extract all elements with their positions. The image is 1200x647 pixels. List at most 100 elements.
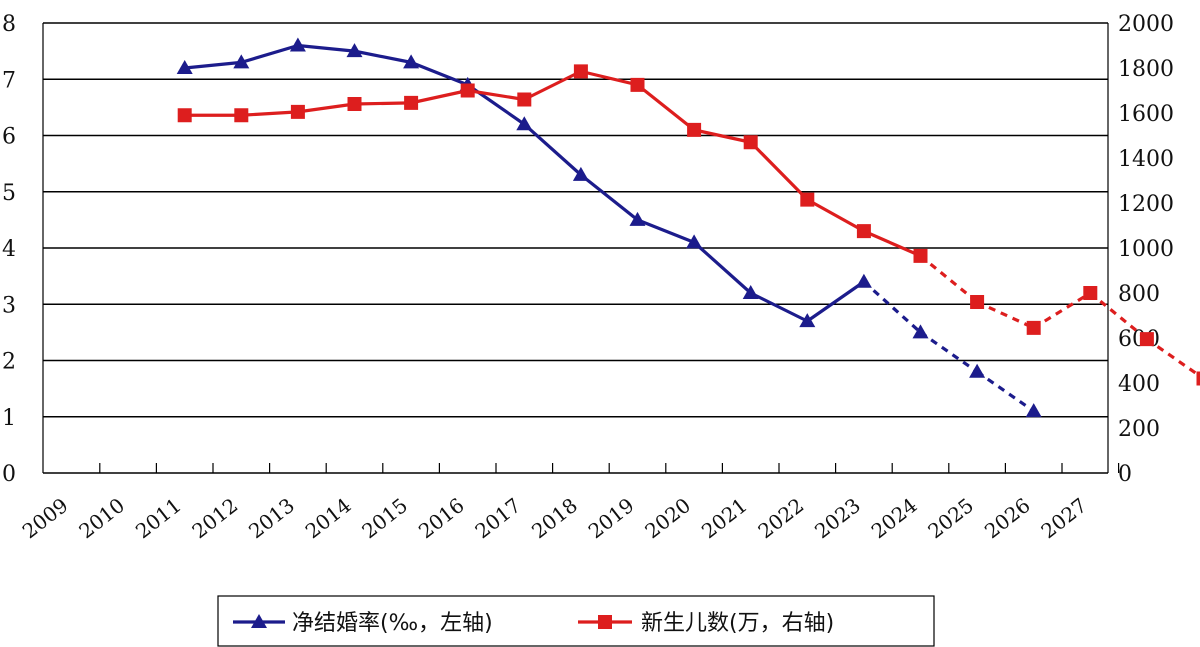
x-axis-tick-label: 2011	[131, 493, 186, 543]
square-marker	[573, 64, 588, 79]
legend-item-marriage-rate: 净结婚率(‰，左轴)	[233, 611, 493, 636]
triangle-marker	[176, 60, 193, 74]
x-axis-tick-label: 2017	[470, 493, 525, 543]
x-axis-tick-label: 2015	[357, 493, 412, 543]
triangle-marker	[572, 166, 589, 181]
square-marker	[460, 83, 475, 98]
x-axis-tick-label: 2009	[18, 493, 73, 543]
x-axis-tick-label: 2023	[810, 493, 865, 543]
x-axis-tick-label: 2027	[1036, 493, 1091, 543]
series-line-segment	[636, 83, 696, 132]
right-axis-tick-label: 2000	[1118, 12, 1174, 37]
legend: 净结婚率(‰，左轴) 新生儿数(万，右轴)	[217, 595, 935, 647]
triangle-marker	[799, 313, 816, 328]
axes	[42, 23, 1109, 474]
triangle-marker	[251, 614, 267, 628]
x-axis-tick-label: 2010	[74, 493, 129, 543]
series-line-segment	[919, 254, 979, 304]
square-marker	[347, 97, 362, 111]
square-marker	[1196, 371, 1200, 386]
triangle-marker	[742, 285, 759, 299]
series-marriage-rate	[176, 37, 1042, 418]
triangle-marker	[403, 54, 420, 69]
series-line-segment	[240, 43, 299, 64]
series-line-segment	[184, 60, 242, 70]
triangle-marker	[289, 37, 306, 52]
square-marker	[1139, 332, 1154, 347]
x-axis-tick-label: 2019	[584, 493, 639, 543]
series-line-segment	[354, 101, 412, 106]
legend-box	[217, 595, 935, 647]
triangle-marker	[912, 324, 929, 339]
right-axis-tick-label: 200	[1118, 417, 1160, 442]
left-axis-tick-label: 3	[2, 293, 16, 318]
series-line-segment	[523, 69, 582, 101]
square-marker	[234, 108, 249, 123]
left-axis-tick-label: 1	[2, 406, 16, 431]
left-axis-tick-label: 0	[2, 462, 16, 487]
square-marker	[598, 615, 612, 629]
x-axis-tick-label: 2022	[753, 493, 808, 543]
left-axis-tick-label: 8	[2, 12, 16, 37]
square-marker	[913, 248, 928, 263]
square-marker	[1083, 286, 1098, 300]
right-axis-tick-label: 1800	[1118, 57, 1174, 82]
series-line-segment	[976, 370, 1035, 413]
series-line-segment	[467, 88, 525, 102]
series-line-segment	[579, 173, 639, 222]
legend-label: 新生儿数(万，右轴)	[641, 611, 834, 636]
square-marker	[517, 92, 532, 107]
series-line-segment	[749, 291, 809, 323]
x-axis-tick-label: 2026	[980, 493, 1035, 543]
series-line-segment	[580, 69, 638, 87]
square-marker	[404, 95, 419, 110]
square-marker	[1026, 320, 1041, 335]
series-line-segment	[862, 280, 922, 334]
series-line-segment	[863, 229, 922, 258]
series-layer	[176, 37, 1200, 418]
triangle-marker	[969, 363, 986, 378]
triangle-marker	[686, 234, 703, 249]
series-line-segment	[636, 218, 695, 244]
series-line-segment	[297, 43, 355, 53]
x-axis-ticks: 2009 2010 2011 2012 2013 2014 2015 2016 2017 2018…	[18, 463, 1120, 543]
series-line-segment	[354, 49, 412, 64]
triangle-marker	[629, 211, 646, 226]
right-axis-tick-label: 1200	[1118, 192, 1174, 217]
x-axis-tick-label: 2012	[187, 493, 242, 543]
x-axis-tick-label: 2013	[244, 493, 299, 543]
series-line-segment	[806, 280, 865, 323]
legend-label: 净结婚率(‰，左轴)	[292, 611, 493, 636]
right-axis-tick-label: 0	[1118, 462, 1132, 487]
series-line-segment	[1145, 337, 1200, 379]
triangle-marker	[233, 54, 250, 69]
x-axis-tick-label: 2025	[923, 493, 978, 543]
triangle-marker	[1025, 403, 1042, 418]
square-marker	[856, 224, 871, 239]
x-axis-tick-label: 2020	[640, 493, 695, 543]
triangle-marker	[855, 273, 872, 288]
x-axis-tick-label: 2016	[414, 493, 469, 543]
square-marker	[970, 295, 985, 309]
square-marker	[743, 135, 758, 150]
legend-item-newborns: 新生儿数(万，右轴)	[578, 611, 834, 636]
right-axis-tick-label: 1000	[1118, 237, 1174, 262]
x-axis-tick-label: 2024	[867, 493, 922, 543]
series-line-segment	[297, 102, 355, 114]
square-marker	[290, 104, 305, 119]
left-axis-tick-label: 5	[2, 181, 16, 206]
series-line-segment	[241, 110, 298, 117]
triangle-marker	[346, 43, 363, 58]
series-line-segment	[806, 198, 865, 233]
series-line-segment	[410, 60, 469, 87]
left-axis-tick-label: 6	[2, 125, 16, 150]
series-line-segment	[919, 331, 979, 374]
left-axis-tick-label: 2	[2, 350, 16, 375]
series-line-segment	[976, 300, 1035, 330]
x-axis-tick-label: 2018	[527, 493, 582, 543]
gridlines	[43, 22, 1108, 418]
right-axis-tick-label: 1600	[1118, 102, 1174, 127]
right-axis-tick-label: 1400	[1118, 147, 1174, 172]
